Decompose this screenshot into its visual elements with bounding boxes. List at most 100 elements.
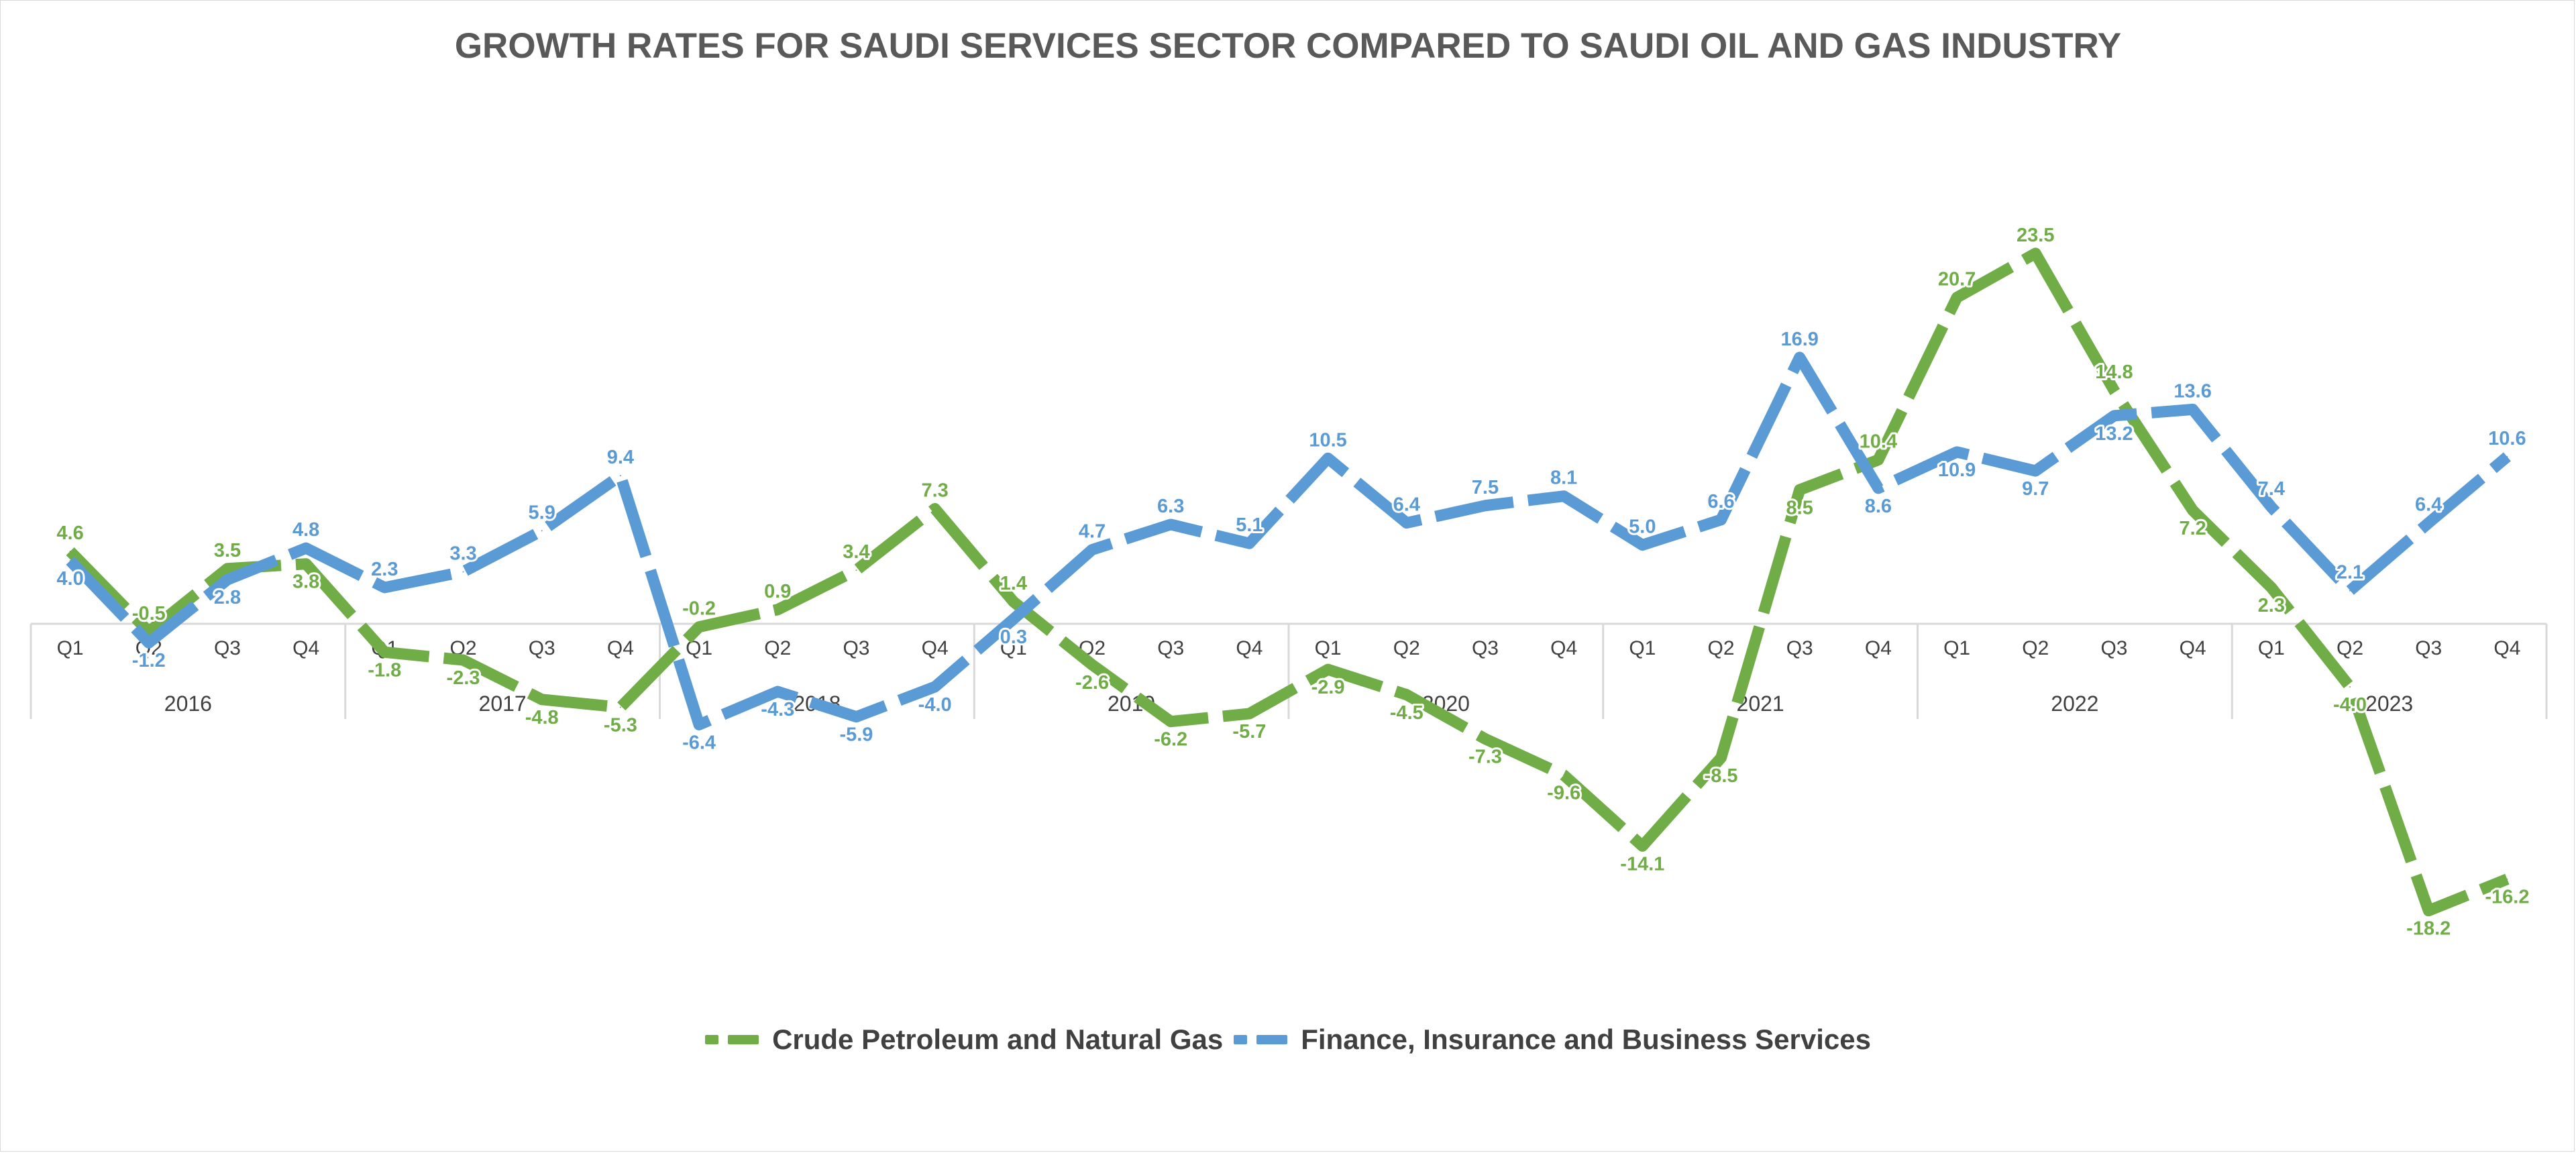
data-label-finance-insurance: 10.9 bbox=[1938, 459, 1976, 481]
data-label-crude-petroleum: 10.4 bbox=[1860, 431, 1897, 453]
legend-item-finance-insurance[interactable]: Finance, Insurance and Business Services bbox=[1234, 1024, 1871, 1056]
data-label-layer: 4.6 -0.5 3.5 3.8 -1.8 -2.3 -4.8 -5.3 -0.2 0.9 3.4 7… bbox=[54, 223, 2531, 942]
data-point-crude-petroleum bbox=[777, 608, 779, 610]
data-point-crude-petroleum bbox=[2270, 586, 2272, 588]
chart-title: GROWTH RATES FOR SAUDI SERVICES SECTOR C… bbox=[454, 26, 2122, 66]
data-point-finance-insurance bbox=[148, 642, 150, 644]
data-label-finance-insurance: 4.0 bbox=[56, 568, 83, 590]
quarter-tick-label: Q4 bbox=[1236, 637, 1263, 659]
quarter-tick-label: Q2 bbox=[1393, 637, 1420, 659]
data-label-crude-petroleum: 23.5 bbox=[2017, 225, 2054, 246]
quarter-tick-label: Q4 bbox=[292, 637, 319, 659]
data-point-crude-petroleum bbox=[1563, 774, 1565, 776]
data-label-finance-insurance: -6.4 bbox=[682, 732, 716, 753]
quarter-tick-label: Q4 bbox=[2493, 637, 2520, 659]
data-label-crude-petroleum: -0.5 bbox=[132, 603, 166, 624]
data-label-crude-petroleum: 3.4 bbox=[843, 541, 869, 563]
category-axis: Q1 Q2 Q3 Q4 Q1 Q2 Q3 Q4 Q1 Q2 Q3 Q4 Q1 Q2 Q3 Q4 Q1 Q2 Q3 Q4… bbox=[30, 622, 2548, 719]
data-label-finance-insurance: 7.5 bbox=[1472, 477, 1499, 498]
series-line-crude-petroleum bbox=[66, 248, 2510, 917]
quarter-tick-label: Q1 bbox=[57, 637, 84, 659]
data-label-crude-petroleum: -4.0 bbox=[2333, 694, 2367, 716]
data-point-crude-petroleum bbox=[1091, 664, 1093, 666]
data-point-crude-petroleum bbox=[1877, 459, 1879, 461]
quarter-tick-label: Q3 bbox=[2100, 637, 2127, 659]
quarter-tick-label: Q1 bbox=[1943, 637, 1970, 659]
data-label-finance-insurance: 16.9 bbox=[1780, 329, 1818, 350]
data-label-crude-petroleum: -18.2 bbox=[2406, 918, 2451, 940]
data-label-finance-insurance: 6.4 bbox=[2415, 494, 2442, 516]
data-point-finance-insurance bbox=[1170, 523, 1172, 525]
data-label-crude-petroleum: 2.3 bbox=[2258, 595, 2285, 616]
data-point-finance-insurance bbox=[619, 475, 621, 477]
data-point-finance-insurance bbox=[934, 686, 936, 688]
data-label-crude-petroleum: -4.8 bbox=[525, 707, 559, 728]
data-point-crude-petroleum bbox=[1720, 757, 1722, 759]
data-label-crude-petroleum: 14.8 bbox=[2095, 362, 2133, 383]
data-label-finance-insurance: -4.0 bbox=[918, 694, 952, 716]
data-label-crude-petroleum: 1.4 bbox=[1000, 573, 1027, 594]
data-point-finance-insurance bbox=[384, 586, 386, 588]
quarter-tick-label: Q2 bbox=[1708, 637, 1735, 659]
data-label-crude-petroleum: -9.6 bbox=[1547, 783, 1580, 804]
data-point-crude-petroleum bbox=[1799, 489, 1801, 491]
data-point-crude-petroleum bbox=[2035, 252, 2037, 254]
data-label-crude-petroleum: -4.5 bbox=[1390, 702, 1424, 724]
data-point-crude-petroleum bbox=[619, 706, 621, 708]
data-point-finance-insurance bbox=[226, 579, 228, 581]
data-label-finance-insurance: -1.2 bbox=[132, 650, 166, 671]
data-label-finance-insurance: 2.1 bbox=[2337, 562, 2363, 584]
data-label-finance-insurance: 8.6 bbox=[1865, 496, 1892, 517]
quarter-tick-label: Q3 bbox=[843, 637, 869, 659]
data-label-finance-insurance: 2.3 bbox=[371, 559, 398, 580]
data-point-finance-insurance bbox=[1799, 356, 1801, 358]
quarter-tick-label: Q4 bbox=[607, 637, 634, 659]
data-label-crude-petroleum: -8.5 bbox=[1705, 765, 1738, 787]
data-point-finance-insurance bbox=[2270, 506, 2272, 508]
data-label-crude-petroleum: 7.2 bbox=[2179, 518, 2206, 539]
quarter-tick-label: Q2 bbox=[2337, 637, 2363, 659]
data-point-crude-petroleum bbox=[934, 508, 936, 510]
legend: Crude Petroleum and Natural Gas Finance,… bbox=[0, 1024, 2576, 1056]
data-point-crude-petroleum bbox=[1405, 694, 1407, 696]
data-point-crude-petroleum bbox=[2192, 509, 2194, 511]
data-label-finance-insurance: 5.1 bbox=[1236, 514, 1263, 536]
data-point-finance-insurance bbox=[2506, 455, 2508, 457]
data-point-finance-insurance bbox=[2113, 415, 2115, 417]
data-label-finance-insurance: 10.5 bbox=[1309, 429, 1346, 451]
data-point-finance-insurance bbox=[1091, 549, 1093, 551]
year-tick-label: 2016 bbox=[164, 692, 212, 716]
data-label-finance-insurance: 13.6 bbox=[2174, 380, 2211, 402]
data-label-finance-insurance: 0.3 bbox=[1000, 626, 1027, 648]
data-point-crude-petroleum bbox=[1327, 669, 1329, 671]
data-label-crude-petroleum: -7.3 bbox=[1468, 747, 1502, 768]
data-label-crude-petroleum: -5.3 bbox=[604, 715, 637, 736]
legend-item-crude-petroleum[interactable]: Crude Petroleum and Natural Gas bbox=[705, 1024, 1223, 1056]
data-point-finance-insurance bbox=[1877, 487, 1879, 489]
data-label-crude-petroleum: 8.5 bbox=[1786, 497, 1813, 518]
quarter-tick-label: Q3 bbox=[1786, 637, 1813, 659]
data-point-crude-petroleum bbox=[462, 659, 464, 661]
data-label-crude-petroleum: 3.8 bbox=[292, 571, 319, 593]
data-label-finance-insurance: 6.3 bbox=[1157, 496, 1184, 517]
data-point-finance-insurance bbox=[1720, 518, 1722, 520]
quarter-tick-label: Q1 bbox=[2258, 637, 2285, 659]
data-point-crude-petroleum bbox=[1248, 712, 1250, 714]
data-point-crude-petroleum bbox=[2506, 878, 2508, 880]
data-label-finance-insurance: 7.4 bbox=[2258, 478, 2285, 500]
quarter-tick-label: Q3 bbox=[1157, 637, 1184, 659]
series-layer bbox=[66, 248, 2511, 917]
data-label-finance-insurance: 5.9 bbox=[529, 502, 555, 523]
data-point-finance-insurance bbox=[1642, 544, 1644, 546]
data-point-crude-petroleum bbox=[698, 626, 700, 628]
legend-label: Finance, Insurance and Business Services bbox=[1301, 1024, 1871, 1055]
data-point-crude-petroleum bbox=[1642, 845, 1644, 847]
data-point-crude-petroleum bbox=[305, 563, 307, 565]
data-label-crude-petroleum: -0.2 bbox=[682, 598, 716, 620]
data-label-crude-petroleum: -2.3 bbox=[447, 667, 480, 689]
quarter-tick-label: Q1 bbox=[1000, 637, 1027, 659]
data-point-finance-insurance bbox=[1012, 618, 1014, 620]
quarter-tick-label: Q1 bbox=[1629, 637, 1656, 659]
data-point-finance-insurance bbox=[855, 716, 857, 718]
